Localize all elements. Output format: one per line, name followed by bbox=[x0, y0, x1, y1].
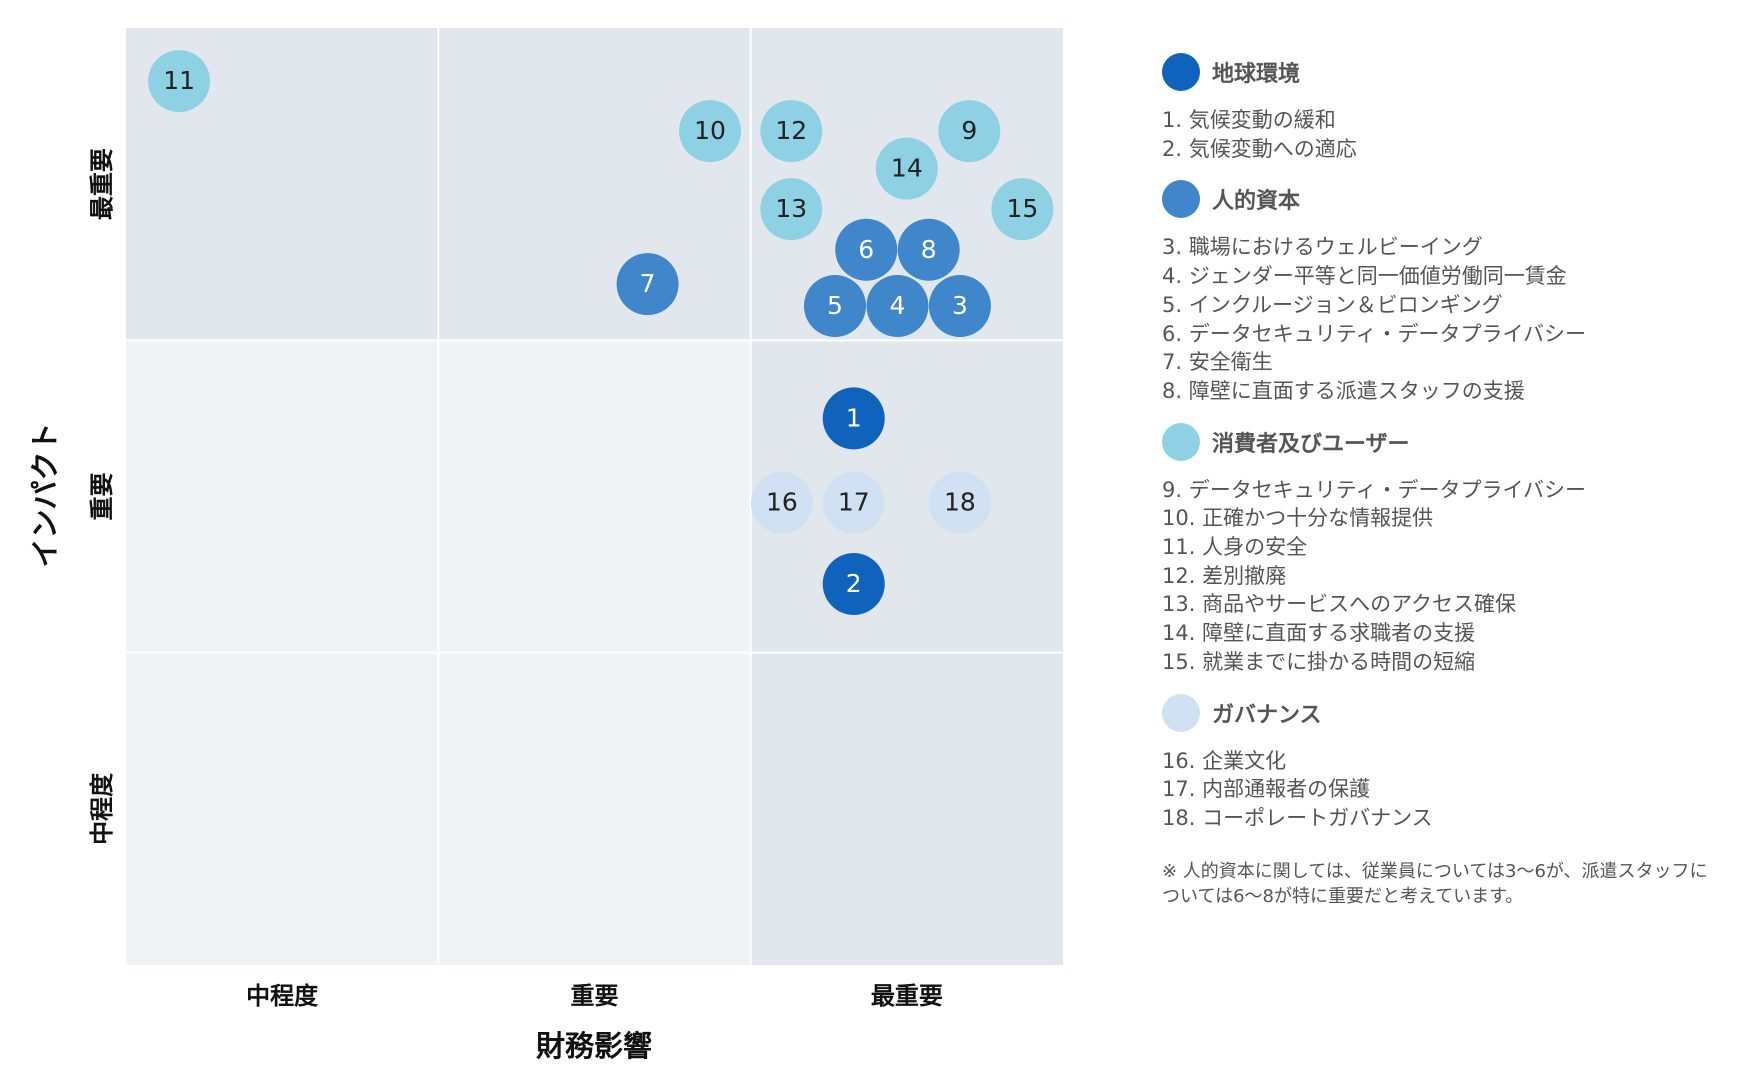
bubble bbox=[938, 100, 1001, 163]
legend-items: 9. データセキュリティ・データプライバシー 10. 正確かつ十分な情報提供 11.… bbox=[1162, 476, 1722, 677]
legend-item: 15. 就業までに掛かる時間の短縮 bbox=[1162, 649, 1476, 674]
legend-items: 3. 職場におけるウェルビーイング 4. ジェンダー平等と同一価値労働同一賃金 5.… bbox=[1162, 233, 1722, 405]
bubble-label: 5 bbox=[827, 291, 843, 320]
legend-item: 13. 商品やサービスへのアクセス確保 bbox=[1162, 592, 1517, 617]
legend-item: 6. データセキュリティ・データプライバシー bbox=[1162, 321, 1587, 346]
bubble-label: 9 bbox=[961, 116, 977, 145]
bubble bbox=[897, 218, 960, 281]
bubble bbox=[803, 274, 866, 337]
bubble-label: 15 bbox=[1006, 194, 1038, 223]
bubble bbox=[928, 274, 991, 337]
legend-entry: 消費者及びユーザー bbox=[1162, 422, 1722, 462]
bubble-label: 7 bbox=[640, 269, 656, 298]
y-tick-label: 中程度 bbox=[88, 772, 116, 845]
legend-item: 16. 企業文化 bbox=[1162, 748, 1287, 773]
bubble bbox=[822, 387, 885, 450]
bubble-label: 2 bbox=[846, 569, 862, 598]
legend-item: 5. インクルージョン＆ビロンギング bbox=[1162, 292, 1503, 317]
legend-item: 18. コーポレートガバナンス bbox=[1162, 805, 1433, 830]
y-axis-title: インパクト bbox=[28, 422, 62, 567]
bubble bbox=[822, 471, 885, 534]
bubble bbox=[835, 218, 898, 281]
bubble bbox=[760, 100, 823, 163]
legend-entry: 地球環境 bbox=[1162, 52, 1722, 92]
legend-item: 17. 内部通報者の保護 bbox=[1162, 777, 1371, 802]
legend-item: 9. データセキュリティ・データプライバシー bbox=[1162, 477, 1587, 502]
legend-item: 2. 気候変動への適応 bbox=[1162, 136, 1357, 161]
legend-item: 4. ジェンダー平等と同一価値労働同一賃金 bbox=[1162, 264, 1567, 289]
legend-label: 地球環境 bbox=[1212, 62, 1301, 87]
y-tick-label: 最重要 bbox=[88, 148, 116, 220]
legend-items: 1. 気候変動の緩和 2. 気候変動への適応 bbox=[1162, 106, 1722, 163]
y-tick-label: 重要 bbox=[88, 473, 116, 521]
legend-item: 3. 職場におけるウェルビーイング bbox=[1162, 235, 1483, 260]
bubble bbox=[866, 274, 929, 337]
quadrant bbox=[126, 652, 439, 965]
legend-swatch bbox=[1162, 693, 1200, 732]
legend-swatch bbox=[1162, 180, 1200, 219]
bubble-label: 4 bbox=[890, 291, 906, 320]
bubble-label: 16 bbox=[766, 488, 798, 517]
x-tick-label: 最重要 bbox=[871, 982, 943, 1010]
bubble bbox=[822, 552, 885, 615]
bubble-label: 3 bbox=[952, 291, 968, 320]
bubble bbox=[679, 100, 742, 163]
bubble-label: 1 bbox=[846, 403, 862, 432]
bubble bbox=[760, 178, 823, 241]
x-axis-title: 財務影響 bbox=[536, 1029, 652, 1063]
bubble bbox=[875, 137, 938, 200]
legend-item: 12. 差別撤廃 bbox=[1162, 563, 1287, 588]
quadrant bbox=[438, 28, 751, 341]
quadrant bbox=[750, 652, 1063, 965]
legend-label: 人的資本 bbox=[1212, 189, 1301, 215]
legend-label: 消費者及びユーザー bbox=[1212, 431, 1410, 457]
bubble-label: 11 bbox=[163, 66, 195, 95]
bubble-label: 13 bbox=[775, 194, 807, 223]
bubble bbox=[991, 178, 1054, 241]
bubble-label: 14 bbox=[891, 154, 923, 183]
legend-item: 7. 安全衛生 bbox=[1162, 350, 1273, 375]
bubble-label: 17 bbox=[838, 488, 870, 517]
legend-item: 10. 正確かつ十分な情報提供 bbox=[1162, 506, 1434, 531]
legend-swatch bbox=[1162, 422, 1200, 461]
legend-item: 1. 気候変動の緩和 bbox=[1162, 108, 1336, 132]
footnote: ※ 人的資本に関しては、従業員については3〜6が、派遣スタッフについては6〜8が… bbox=[1162, 860, 1708, 907]
bubble bbox=[928, 471, 991, 534]
legend-item: 8. 障壁に直面する派遣スタッフの支援 bbox=[1162, 378, 1525, 403]
bubble bbox=[750, 471, 813, 534]
bubble-label: 12 bbox=[775, 116, 807, 145]
chart: 財務影響 インパクト 中程度 重要 最重要中程度重要最重要1234567891011… bbox=[28, 28, 1063, 1063]
legend-items: 16. 企業文化 17. 内部通報者の保護 18. コーポレートガバナンス bbox=[1162, 747, 1722, 833]
bubble bbox=[148, 50, 211, 113]
legend-entry: 人的資本 bbox=[1162, 179, 1722, 219]
legend-entry: ガバナンス bbox=[1162, 693, 1722, 733]
x-tick-label: 重要 bbox=[571, 982, 619, 1010]
legend-item: 11. 人身の安全 bbox=[1162, 535, 1308, 560]
quadrant bbox=[126, 340, 439, 653]
quadrant bbox=[438, 652, 751, 965]
bubble-label: 10 bbox=[694, 116, 726, 145]
bubble-label: 6 bbox=[858, 235, 874, 264]
bubble-label: 18 bbox=[944, 488, 976, 517]
legend-item: 14. 障壁に直面する求職者の支援 bbox=[1162, 621, 1476, 646]
quadrant bbox=[438, 340, 751, 653]
bubble bbox=[616, 253, 679, 316]
bubble-label: 8 bbox=[921, 235, 937, 264]
legend-label: ガバナンス bbox=[1212, 702, 1322, 728]
legend-swatch bbox=[1162, 53, 1200, 91]
x-tick-label: 中程度 bbox=[246, 982, 319, 1010]
legend: 地球環境 1. 気候変動の緩和 2. 気候変動への適応 人的資本 3. 職場におけるウェ… bbox=[1162, 52, 1722, 909]
